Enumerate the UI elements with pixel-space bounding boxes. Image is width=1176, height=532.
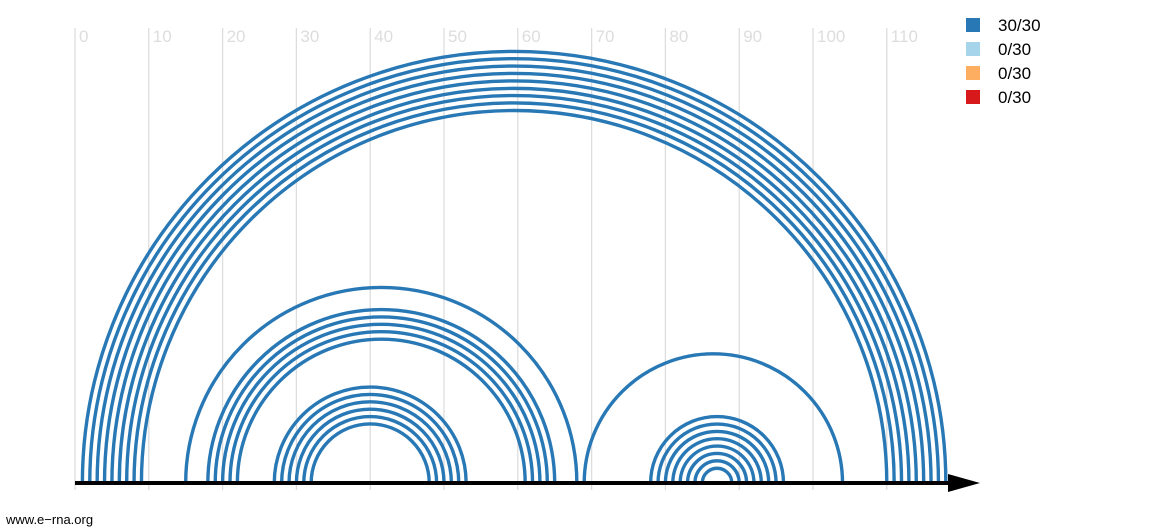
base-pair-arc bbox=[124, 93, 904, 484]
base-pair-arc bbox=[235, 337, 527, 484]
base-pair-arc bbox=[671, 437, 764, 484]
x-tick-label: 50 bbox=[448, 27, 467, 46]
base-pair-arc bbox=[228, 330, 535, 484]
legend: 30/30 0/30 0/30 0/30 bbox=[966, 16, 1041, 107]
base-pair-arc bbox=[663, 429, 771, 484]
base-pair-arc bbox=[656, 422, 778, 484]
base-pair-arc bbox=[294, 407, 446, 484]
sequence-axis bbox=[75, 474, 980, 492]
base-pair-arc bbox=[184, 285, 579, 484]
base-pair-arc bbox=[220, 322, 542, 484]
x-tick-label: 80 bbox=[669, 27, 688, 46]
x-tick-label: 0 bbox=[79, 27, 88, 46]
x-tick-label: 70 bbox=[596, 27, 615, 46]
legend-swatch bbox=[966, 42, 980, 56]
legend-swatch bbox=[966, 66, 980, 80]
x-tick-label: 10 bbox=[153, 27, 172, 46]
base-pair-arc bbox=[110, 79, 919, 484]
base-pair-arc bbox=[693, 459, 741, 484]
arc-layer bbox=[80, 49, 948, 484]
base-pair-arc bbox=[117, 86, 911, 484]
base-pair-arc bbox=[279, 392, 461, 484]
x-tick-label: 90 bbox=[743, 27, 762, 46]
x-tick-label: 110 bbox=[891, 27, 918, 46]
base-pair-arc bbox=[206, 307, 557, 484]
base-pair-arc bbox=[648, 414, 786, 484]
legend-swatch bbox=[966, 18, 980, 32]
base-pair-arc bbox=[88, 56, 941, 484]
base-pair-arc bbox=[213, 315, 550, 484]
legend-label: 0/30 bbox=[998, 64, 1031, 83]
legend-swatch bbox=[966, 90, 980, 104]
base-pair-arc bbox=[582, 352, 845, 484]
x-tick-label: 100 bbox=[817, 27, 845, 46]
base-pair-arc bbox=[678, 444, 756, 484]
footer-url: www.e−rna.org bbox=[6, 512, 94, 527]
base-pair-arc bbox=[700, 466, 734, 484]
axis-arrow-icon bbox=[948, 474, 980, 492]
x-tick-label: 30 bbox=[300, 27, 319, 46]
base-pair-arc bbox=[685, 451, 749, 484]
x-tick-label: 20 bbox=[227, 27, 246, 46]
legend-label: 30/30 bbox=[998, 16, 1041, 35]
legend-label: 0/30 bbox=[998, 40, 1031, 59]
x-tick-label: 60 bbox=[522, 27, 541, 46]
base-pair-arc bbox=[132, 101, 896, 484]
base-pair-arc bbox=[95, 64, 933, 484]
base-pair-arc bbox=[139, 108, 889, 484]
base-pair-arc bbox=[272, 385, 468, 484]
legend-label: 0/30 bbox=[998, 88, 1031, 107]
base-pair-arc bbox=[302, 414, 439, 484]
x-tick-label: 40 bbox=[374, 27, 393, 46]
base-pair-arc bbox=[287, 400, 454, 484]
base-pair-arc bbox=[309, 422, 431, 484]
base-pair-arc bbox=[102, 71, 926, 484]
base-pair-arc bbox=[80, 49, 948, 484]
